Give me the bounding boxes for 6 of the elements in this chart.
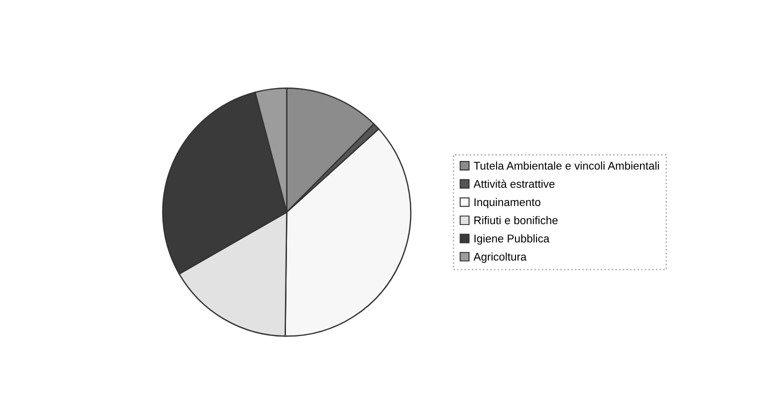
legend-label: Agricoltura — [474, 252, 527, 263]
legend-label: Tutela Ambientale e vincoli Ambientali — [474, 162, 659, 170]
legend-label: Igiene Pubblica — [474, 234, 550, 245]
legend-label: Inquinamento — [474, 198, 540, 208]
legend-label: Rifiuti e bonifiche — [474, 216, 558, 224]
legend-label: Attività estrattive — [474, 180, 555, 188]
